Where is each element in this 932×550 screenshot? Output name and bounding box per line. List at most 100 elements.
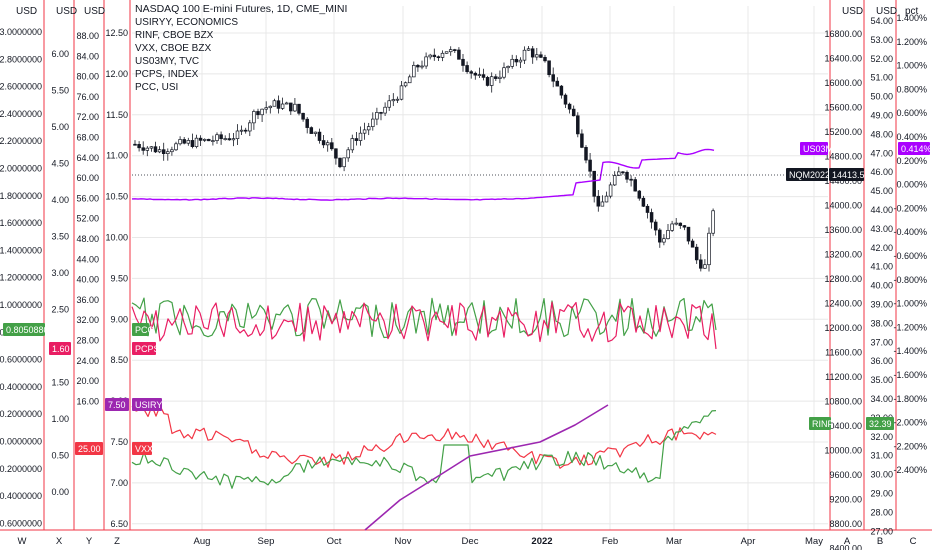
tick-W-15: -0.0000000 [0, 437, 42, 447]
badge-us03my-value: 0.414% [901, 144, 932, 154]
badge-us03my-name-bg [800, 142, 828, 155]
tick-A-8: 13600.00 [824, 225, 862, 235]
tick-X-10: 1.00 [51, 414, 69, 424]
candle-body-121 [629, 178, 633, 181]
tick-C-13: -1.200% [893, 322, 927, 332]
candle-body-51 [342, 157, 346, 168]
axis-units-X: USD [56, 6, 77, 17]
tick-C-6: 0.200% [896, 156, 927, 166]
tick-C-0: 1.400% [896, 13, 927, 23]
candle-body-60 [379, 112, 383, 114]
candle-body-11 [178, 139, 182, 145]
candle-body-53 [350, 138, 355, 151]
candle-body-18 [207, 138, 211, 142]
tick-B-18: 36.00 [870, 356, 893, 366]
candle-body-58 [371, 118, 375, 127]
candle-body-25 [235, 130, 240, 140]
tick-C-8: -0.200% [893, 203, 927, 213]
tick-A-12: 12000.00 [824, 323, 862, 333]
candle-body-96 [526, 48, 531, 51]
axis-W-ticks: 3.0000000 2.8000000 2.6000000 2.4000000 2.20… [0, 27, 42, 528]
candle-body-66 [403, 82, 408, 87]
tick-Z-2: 11.50 [106, 110, 128, 120]
tick-C-10: -0.600% [893, 251, 927, 261]
us03my-line [131, 148, 715, 201]
candle-body-68 [412, 64, 416, 78]
candle-body-106 [567, 103, 572, 110]
candle-body-117 [612, 175, 617, 186]
tick-X-2: 5.00 [51, 122, 69, 132]
badge-pcps-value: 1.60 [52, 344, 70, 354]
candle-body-81 [465, 65, 469, 73]
legend-pcps: PCPS, INDEX [135, 69, 199, 80]
candle-body-20 [215, 134, 219, 141]
tick-Y-10: 48.00 [76, 234, 99, 244]
legend-rinf: RINF, CBOE BZX [135, 30, 214, 41]
tick-B-23: 31.00 [870, 451, 893, 461]
candle-body-4 [149, 146, 154, 149]
candle-body-77 [448, 49, 453, 53]
tick-Y-3: 76.00 [76, 92, 99, 102]
candle-body-57 [366, 126, 371, 131]
tick-Y-2: 80.00 [76, 72, 99, 82]
candle-body-36 [280, 103, 285, 109]
tick-A-15: 10800.00 [824, 397, 862, 407]
tick-Y-0: 88.00 [76, 31, 99, 41]
candle-body-23 [227, 138, 232, 141]
candle-body-70 [420, 65, 424, 68]
tick-W-1: 2.8000000 [0, 54, 42, 64]
candle-body-10 [174, 143, 178, 151]
time-axis: Aug Sep Oct Nov Dec 2022 Feb Mar Apr May [194, 536, 824, 547]
candle-body-15 [194, 137, 199, 147]
badge-usiryy-name-bg [132, 398, 162, 411]
legend-us03my: US03MY, TVC [135, 56, 199, 67]
tick-W-17: -0.4000000 [0, 491, 42, 501]
time-label-7: Mar [666, 536, 682, 547]
tick-W-18: -0.6000000 [0, 518, 42, 528]
tick-W-5: 2.0000000 [0, 164, 42, 174]
tick-A-1: 16400.00 [824, 54, 862, 64]
candle-body-130 [666, 230, 670, 240]
axis-Y-ticks: 88.00 84.00 80.00 76.00 72.00 68.00 64.00 60.00… [76, 31, 99, 406]
candle-body-129 [662, 238, 666, 243]
candle-body-17 [202, 138, 207, 141]
tick-Y-5: 68.00 [76, 133, 99, 143]
axis-id-W: W [18, 536, 27, 547]
badge-usiryy-value-bg [105, 398, 129, 411]
badge-rinf-name-bg [809, 417, 831, 430]
header-left: USD USD USD [16, 6, 105, 17]
tick-X-4: 4.00 [51, 195, 69, 205]
candle-body-133 [678, 222, 683, 226]
candle-body-43 [309, 127, 314, 134]
candle-body-75 [440, 52, 445, 58]
tick-B-4: 50.00 [870, 92, 893, 102]
tick-Z-10: 7.50 [110, 437, 128, 447]
vxx-line [131, 405, 717, 469]
candle-body-52 [346, 149, 350, 159]
tick-W-6: 1.8000000 [0, 191, 42, 201]
tick-Z-7: 9.00 [110, 314, 128, 324]
candle-body-127 [653, 221, 658, 231]
candle-body-55 [358, 132, 363, 141]
tick-C-1: 1.200% [896, 37, 927, 47]
candle-body-95 [522, 49, 527, 61]
tick-C-18: -2.200% [893, 441, 927, 451]
badge-usiryy-value: 7.50 [108, 400, 126, 410]
candle-body-118 [617, 171, 621, 176]
candle-body-134 [682, 225, 687, 228]
tick-B-15: 39.00 [870, 300, 893, 310]
candle-body-110 [584, 147, 588, 161]
candle-body-97 [530, 48, 535, 58]
tick-Z-8: 8.50 [110, 355, 128, 365]
tick-B-11: 43.00 [870, 224, 893, 234]
candle-body-131 [670, 223, 674, 231]
candle-body-123 [637, 190, 642, 199]
badge-nq-value-bg [829, 168, 864, 181]
axis-id-C: C [910, 536, 917, 547]
tick-B-2: 52.00 [870, 54, 893, 64]
tick-B-5: 49.00 [870, 111, 893, 121]
badge-rinf-value-bg [866, 417, 894, 430]
badge-pcps-name: PCPS [135, 344, 160, 354]
tick-X-0: 6.00 [51, 49, 69, 59]
